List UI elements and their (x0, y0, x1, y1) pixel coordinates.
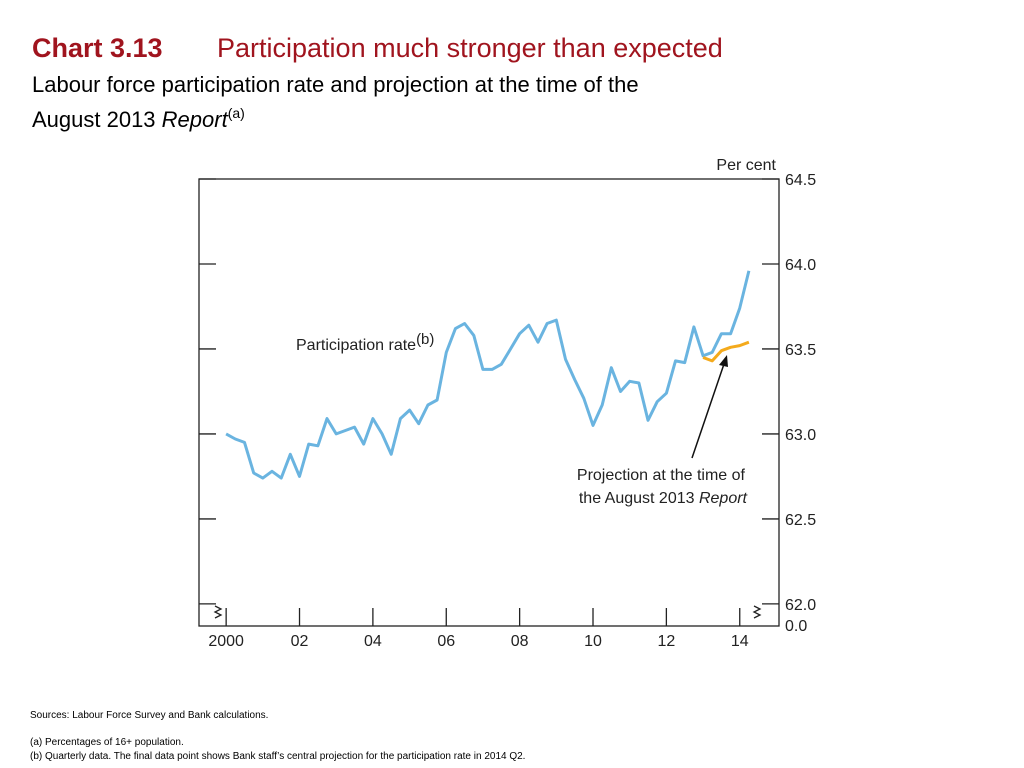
subtitle: Labour force participation rate and proj… (32, 72, 639, 97)
y-break-label: 0.0 (785, 618, 807, 635)
y-tick-label: 63.0 (785, 427, 816, 444)
arrow-head (719, 355, 728, 367)
series-line (702, 340, 750, 363)
x-tick-label: 10 (584, 633, 602, 650)
chart-number: Chart 3.13 (32, 33, 163, 63)
chart-title: Participation much stronger than expecte… (217, 33, 723, 63)
x-tick-label: 04 (364, 633, 382, 650)
annotation-italic: Report (699, 490, 748, 507)
y-axis-label: Per cent (716, 157, 776, 174)
annotation: the August 2013 Report (579, 490, 748, 507)
x-tick-label: 02 (291, 633, 309, 650)
x-tick-label: 08 (511, 633, 529, 650)
x-tick-label: 06 (437, 633, 455, 650)
series-label: Participation rate(b) (296, 331, 434, 354)
footnote: (b) Quarterly data. The final data point… (30, 751, 525, 762)
y-tick-label: 63.5 (785, 342, 816, 359)
plot-frame (198, 178, 780, 627)
annotation-text: the August 2013 (579, 490, 699, 507)
series-name: Participation rate (296, 337, 416, 354)
subtitle: August 2013 Report(a) (32, 105, 245, 132)
series-line (225, 270, 751, 480)
y-tick-label: 62.0 (785, 597, 816, 614)
sources: Sources: Labour Force Survey and Bank ca… (30, 710, 268, 721)
y-tick-label: 62.5 (785, 512, 816, 529)
subtitle-text: August 2013 (32, 107, 162, 132)
y-tick-label: 64.0 (785, 257, 816, 274)
y-tick-label: 64.5 (785, 172, 816, 189)
series-note: (b) (416, 331, 434, 348)
arrow-line (691, 363, 725, 459)
footnote: (a) Percentages of 16+ population. (30, 737, 184, 748)
x-tick-label: 12 (657, 633, 675, 650)
subtitle-italic: Report (162, 107, 229, 132)
x-tick-label: 2000 (208, 633, 244, 650)
x-tick-label: 14 (731, 633, 749, 650)
subtitle-note: (a) (228, 105, 245, 121)
annotation: Projection at the time of (577, 467, 746, 484)
axis-break (213, 605, 762, 619)
